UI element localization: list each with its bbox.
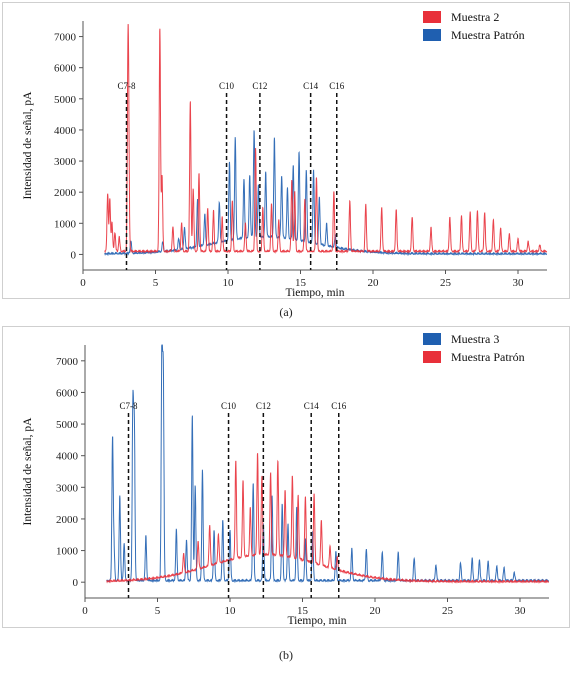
marker-label: C10	[219, 81, 235, 91]
series-line-muestra-2	[104, 24, 548, 254]
y-tick-label: 0	[73, 577, 79, 589]
y-tick-label: 4000	[54, 125, 77, 137]
chart-panel-a: 0 1000 2000 3000 4000 5000 6000 7000 0 5 10 15 20 25 3…	[2, 2, 570, 299]
legend-label: Muestra 2	[451, 10, 499, 24]
legend-label: Muestra 3	[451, 332, 499, 346]
series-line-muestra-patr-n	[106, 453, 550, 584]
y-tick-label: 7000	[54, 32, 77, 44]
x-axis-label: Tiempo, min	[285, 287, 344, 298]
legend-swatch	[423, 11, 441, 23]
x-tick-label: 15	[297, 605, 309, 617]
y-axis-label: Intensidad de señal, pA	[22, 417, 34, 526]
chart-panel-b: 0 1000 2000 3000 4000 5000 6000 7000 0 5 10 15 20 25 3…	[2, 326, 570, 628]
legend-swatch	[423, 333, 441, 345]
x-tick-label: 25	[440, 277, 452, 289]
y-tick-label: 3000	[56, 482, 79, 494]
marker-label: C7-8	[118, 81, 137, 91]
y-tick-label: 1000	[54, 218, 77, 230]
x-tick-label: 10	[225, 605, 237, 617]
y-tick-label: 5000	[56, 419, 79, 431]
marker-label: C12	[256, 401, 271, 411]
marker-label: C14	[304, 401, 320, 411]
series-line-muestra-patr-n	[104, 130, 548, 257]
x-tick-label: 25	[442, 605, 454, 617]
y-tick-label: 7000	[56, 356, 79, 368]
y-tick-label: 3000	[54, 156, 77, 168]
chart-a: 0 1000 2000 3000 4000 5000 6000 7000 0 5 10 15 20 25 3…	[22, 10, 548, 299]
y-axis-label: Intensidad de señal, pA	[22, 91, 34, 200]
y-tick-label: 4000	[56, 451, 79, 463]
x-tick-label: 10	[223, 277, 235, 289]
legend-swatch	[423, 351, 441, 363]
marker-label: C16	[331, 401, 347, 411]
y-tick-label: 2000	[56, 514, 79, 526]
y-tick-label: 5000	[54, 94, 77, 106]
chart-b: 0 1000 2000 3000 4000 5000 6000 7000 0 5 10 15 20 25 3…	[22, 332, 550, 627]
marker-label: C14	[303, 81, 319, 91]
x-tick-label: 5	[155, 605, 161, 617]
y-tick-label: 1000	[56, 546, 79, 558]
caption-b: (b)	[279, 648, 293, 662]
marker-label: C12	[252, 81, 267, 91]
x-tick-label: 30	[515, 605, 527, 617]
x-axis-label: Tiempo, min	[287, 615, 346, 627]
legend-label: Muestra Patrón	[451, 28, 525, 42]
x-tick-label: 20	[368, 277, 380, 289]
x-tick-label: 15	[295, 277, 307, 289]
caption-a: (a)	[279, 305, 293, 319]
series-line-muestra-3	[106, 344, 550, 584]
marker-label: C16	[329, 81, 345, 91]
y-tick-label: 0	[71, 249, 77, 261]
marker-label: C10	[221, 401, 237, 411]
legend-swatch	[423, 29, 441, 41]
x-tick-label: 5	[153, 277, 159, 289]
y-tick-label: 2000	[54, 187, 77, 199]
x-tick-label: 30	[513, 277, 525, 289]
y-tick-label: 6000	[56, 387, 79, 399]
x-tick-label: 0	[82, 605, 88, 617]
marker-label: C7-8	[120, 401, 139, 411]
legend-label: Muestra Patrón	[451, 350, 525, 364]
x-tick-label: 0	[80, 277, 86, 289]
x-tick-label: 20	[370, 605, 382, 617]
y-tick-label: 6000	[54, 63, 77, 75]
